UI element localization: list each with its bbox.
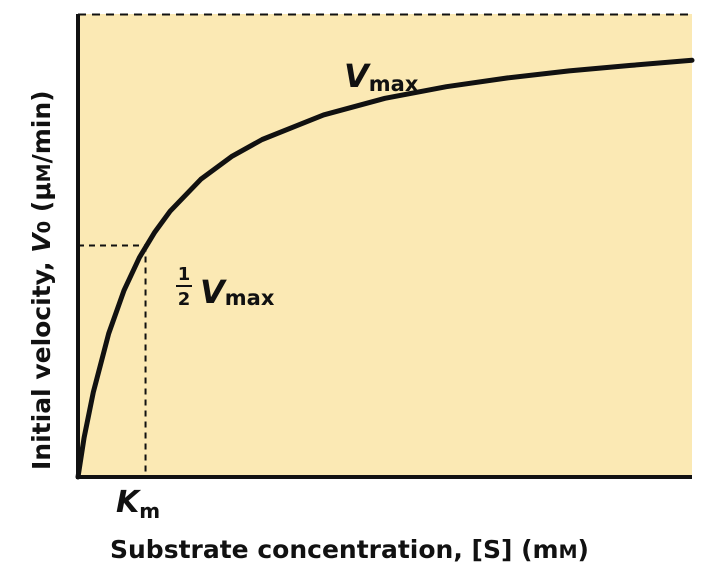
fraction-numerator: 1 <box>178 264 191 285</box>
half-vmax-sub: max <box>225 286 275 310</box>
axes <box>76 14 692 479</box>
half-vmax-guides <box>78 244 147 477</box>
y-axis-title: Initial velocity, V0 (μM/min) <box>27 90 56 470</box>
plot-background <box>78 14 692 477</box>
half-vmax-label: 1 2 Vmax <box>176 264 275 311</box>
fraction-denominator: 2 <box>178 289 191 310</box>
km-label: Km <box>116 485 160 523</box>
half-vmax-v: V <box>200 273 227 311</box>
vmax-label: Vmax <box>344 57 419 96</box>
svg-text:Vmax: Vmax <box>200 273 275 311</box>
velocity-curve <box>75 57 695 480</box>
x-axis-title: Substrate concentration, [S] (mM) <box>110 535 589 564</box>
